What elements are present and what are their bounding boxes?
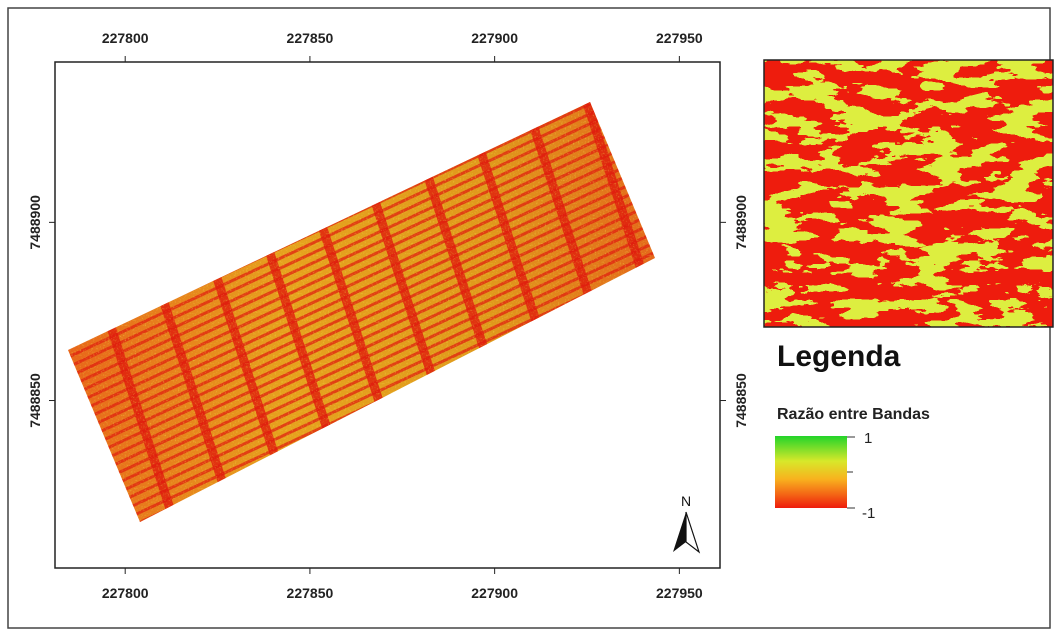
x-tick-label: 227900 — [471, 30, 518, 46]
inset-raster — [763, 59, 1054, 328]
y-tick-label: 7488900 — [733, 195, 749, 250]
y-tick-label: 7488900 — [27, 195, 43, 250]
legend-layer: Razão entre Bandas — [777, 406, 930, 423]
ramp-max-label: 1 — [864, 430, 872, 447]
x-tick-label: 227950 — [656, 30, 703, 46]
x-tick-label: 227800 — [102, 585, 149, 601]
x-tick-label: 227800 — [102, 30, 149, 46]
x-tick-label: 227950 — [656, 585, 703, 601]
north-label: N — [681, 493, 691, 509]
color-ramp — [775, 436, 847, 508]
y-tick-label: 7488850 — [733, 373, 749, 428]
x-tick-label: 227900 — [471, 585, 518, 601]
y-tick-label: 7488850 — [27, 373, 43, 428]
north-arrow: N — [673, 493, 701, 554]
ramp-min-label: -1 — [862, 505, 875, 522]
x-tick-label: 227850 — [287, 30, 334, 46]
x-tick-label: 227850 — [287, 585, 334, 601]
legend-title: Legenda — [777, 340, 901, 373]
